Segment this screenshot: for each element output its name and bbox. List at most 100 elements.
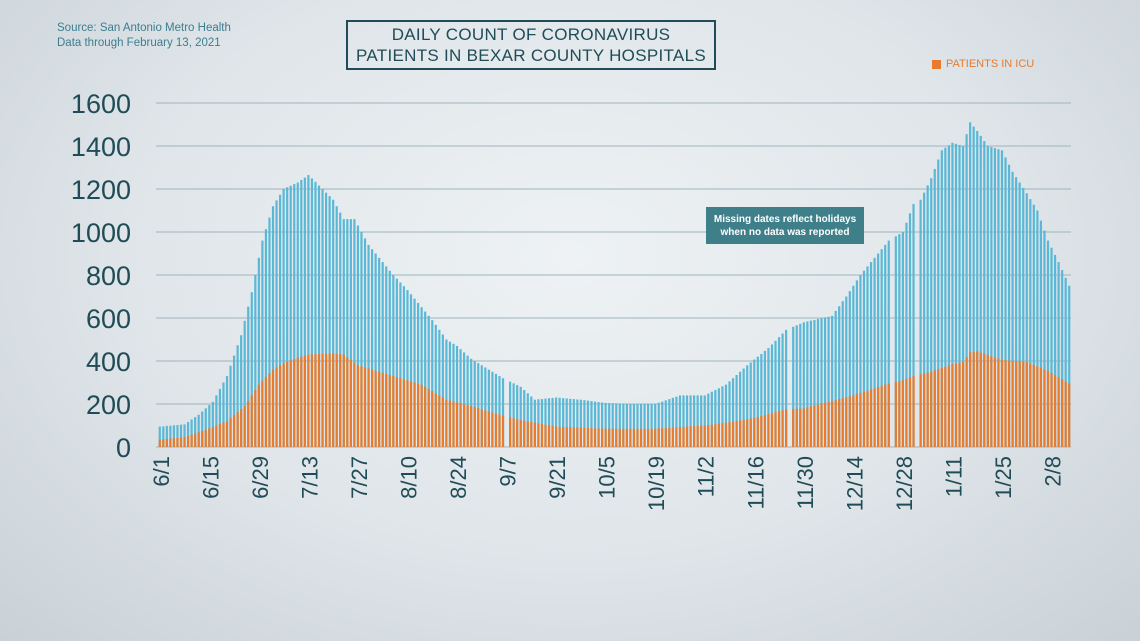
icu-bar: [668, 427, 671, 447]
icu-bar: [951, 364, 954, 447]
icu-bar: [1018, 361, 1021, 447]
icu-bar: [961, 362, 965, 447]
total-bar: [1039, 220, 1043, 447]
icu-bar: [933, 370, 936, 447]
total-bar: [841, 301, 844, 447]
total-bar: [378, 257, 381, 447]
total-bar: [880, 249, 883, 447]
total-bar: [905, 222, 908, 447]
total-bar: [332, 199, 335, 447]
icu-bar: [271, 369, 275, 447]
total-bar: [484, 367, 487, 447]
total-bar: [1043, 230, 1046, 447]
icu-bar: [848, 396, 851, 447]
total-bar: [264, 229, 268, 447]
total-bar: [774, 340, 777, 447]
icu-bar: [866, 390, 869, 447]
y-tick-label: 1600: [71, 89, 131, 119]
x-tick-label: 7/27: [347, 456, 372, 499]
legend-swatch-icu: [932, 59, 941, 69]
total-bar: [590, 400, 593, 447]
chart-title-line-2: PATIENTS IN BEXAR COUNTY HOSPITALS: [356, 46, 706, 65]
total-bar: [540, 399, 544, 447]
icu-bar: [693, 426, 696, 447]
total-bar: [671, 397, 674, 447]
total-bar: [519, 386, 522, 447]
icu-bar: [597, 428, 600, 447]
icu-bar: [880, 385, 883, 447]
icu-bar: [841, 398, 844, 447]
icu-bar: [413, 382, 416, 447]
icu-bar: [551, 425, 554, 447]
icu-bar: [685, 426, 689, 447]
icu-bar: [572, 427, 575, 447]
icu-bar: [487, 411, 490, 447]
total-bar: [562, 398, 565, 447]
total-bar: [445, 339, 448, 447]
icu-bar: [353, 362, 356, 447]
icu-bar: [445, 399, 448, 447]
icu-bar: [636, 428, 639, 447]
icu-bar: [930, 371, 933, 447]
total-bar: [639, 404, 643, 447]
total-bar: [643, 404, 646, 447]
icu-bar: [831, 400, 834, 447]
icu-bar: [926, 372, 929, 447]
total-bar: [516, 385, 519, 447]
total-bar: [770, 344, 774, 447]
total-bar: [381, 262, 384, 447]
total-bar: [1015, 177, 1018, 447]
total-bar: [342, 219, 345, 447]
icu-bar: [346, 357, 349, 447]
icu-bar: [176, 437, 179, 447]
icu-bar: [247, 400, 250, 447]
icu-bar: [947, 365, 951, 447]
icu-bar: [1046, 370, 1050, 447]
icu-bar: [714, 424, 717, 447]
icu-bar: [201, 431, 204, 447]
icu-bar: [593, 428, 597, 447]
icu-bar: [321, 353, 324, 447]
total-bar: [271, 206, 275, 447]
total-bar: [912, 204, 915, 447]
icu-bar: [671, 427, 674, 447]
icu-bar: [300, 356, 303, 447]
icu-bar: [579, 427, 582, 447]
total-bar: [685, 395, 689, 447]
icu-bar: [317, 354, 321, 447]
icu-bar: [569, 427, 572, 447]
total-bar: [629, 404, 632, 447]
total-bar: [951, 142, 954, 447]
total-bar: [236, 345, 239, 447]
icu-series: [158, 351, 1071, 448]
x-tick-label: 12/14: [842, 456, 867, 511]
total-bar: [547, 398, 551, 447]
icu-bar: [324, 353, 328, 447]
icu-bar: [742, 419, 745, 447]
total-bar: [940, 150, 943, 448]
total-bar: [930, 178, 933, 447]
icu-bar: [328, 353, 331, 447]
icu-bar: [367, 368, 370, 447]
icu-bar: [402, 379, 406, 447]
icu-bar: [179, 437, 183, 447]
icu-bar: [1022, 361, 1025, 447]
total-bar: [371, 249, 374, 447]
icu-bar: [296, 357, 299, 447]
icu-bar: [208, 428, 211, 447]
x-tick-label: 11/2: [694, 456, 719, 497]
icu-bar: [1025, 362, 1028, 447]
total-bar: [473, 361, 476, 447]
total-bar: [756, 356, 759, 447]
icu-bar: [406, 380, 409, 447]
total-bar: [1032, 204, 1035, 447]
icu-bar: [838, 399, 841, 447]
icu-bar: [455, 402, 459, 447]
total-bar: [724, 384, 728, 447]
icu-bar: [250, 395, 253, 447]
total-bar: [509, 381, 512, 447]
icu-bar: [777, 411, 781, 447]
icu-bar: [310, 354, 314, 447]
icu-bar: [827, 401, 830, 447]
icu-bar: [993, 357, 997, 447]
